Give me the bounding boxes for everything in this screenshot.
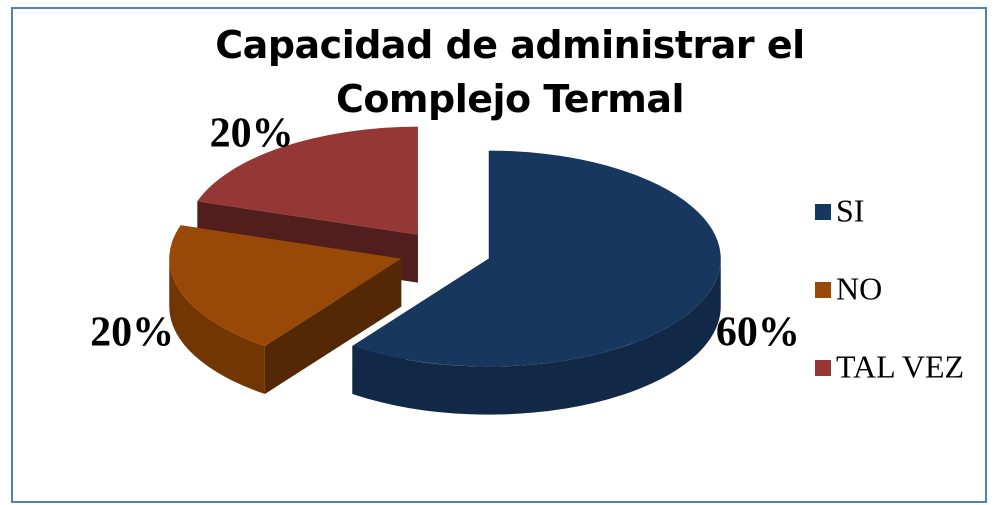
- slice-wall: [169, 258, 265, 394]
- slice: [197, 126, 418, 235]
- legend-label: TAL VEZ: [836, 348, 964, 384]
- slice-wall: [352, 258, 721, 415]
- legend-swatch: [815, 282, 831, 298]
- legend-swatch: [815, 360, 831, 376]
- legend-swatch: [815, 204, 831, 220]
- data-label: 20%: [90, 309, 174, 355]
- chart-title: Capacidad de administrar el Complejo Ter…: [215, 23, 805, 121]
- chart-border: [11, 7, 987, 503]
- legend-label: SI: [836, 192, 864, 228]
- slice: [352, 150, 721, 367]
- slice: [169, 225, 402, 346]
- legend-label: NO: [836, 270, 882, 306]
- data-label: 20%: [210, 110, 294, 156]
- data-label: 60%: [716, 309, 800, 355]
